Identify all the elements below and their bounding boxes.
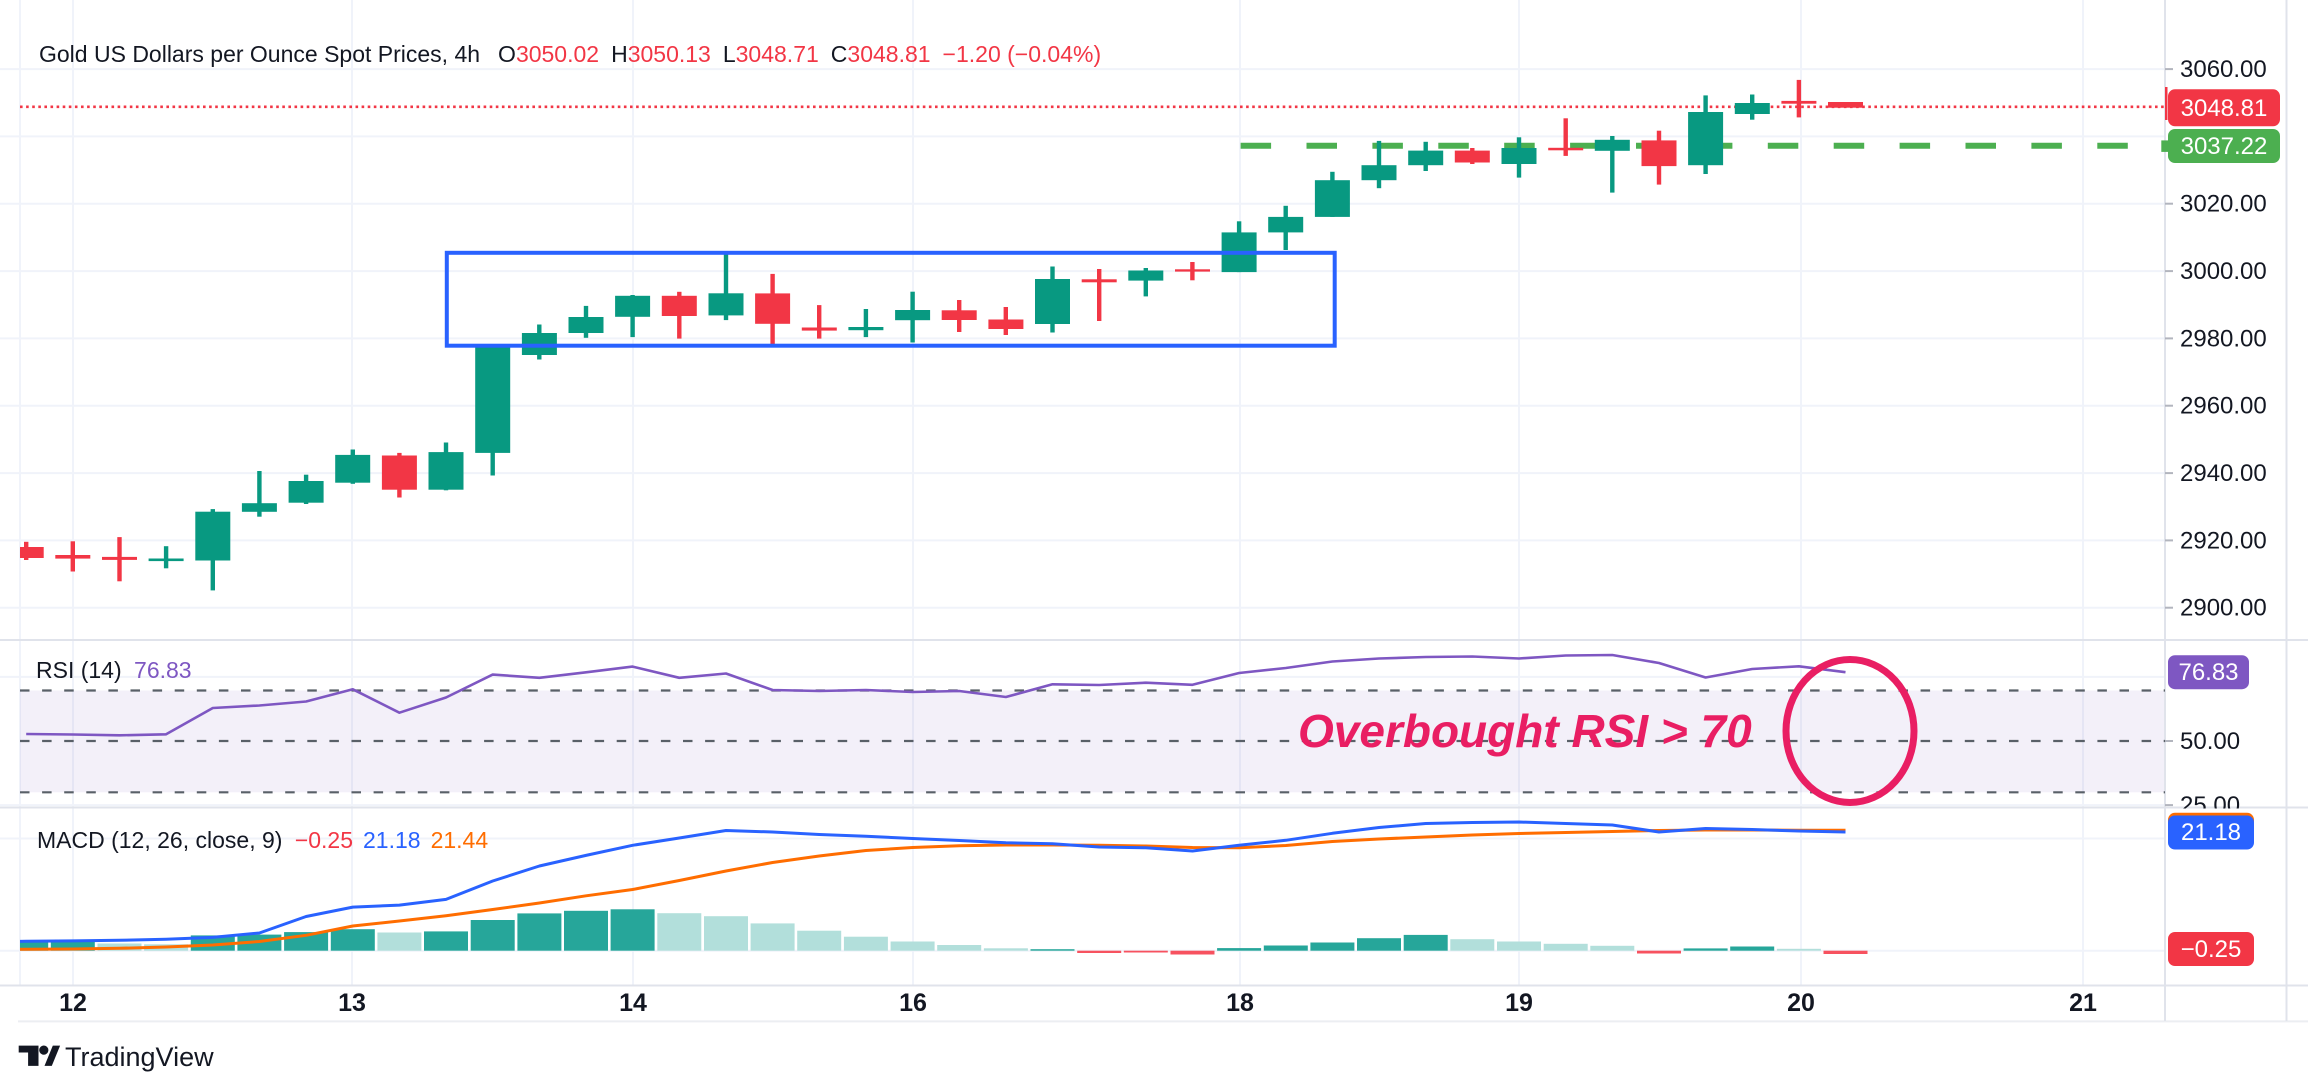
svg-text:Overbought RSI > 70: Overbought RSI > 70 [1298,705,1752,757]
svg-text:3060.00: 3060.00 [2180,56,2267,83]
svg-text:50.00: 50.00 [2180,728,2240,755]
svg-text:3020.00: 3020.00 [2180,191,2267,218]
svg-text:19: 19 [1505,989,1533,1017]
svg-text:3048.81: 3048.81 [2181,95,2268,122]
svg-text:2940.00: 2940.00 [2180,460,2267,487]
svg-text:RSI (14) 76.83: RSI (14) 76.83 [36,657,192,683]
svg-text:−0.25: −0.25 [2181,936,2242,963]
svg-text:2980.00: 2980.00 [2180,325,2267,352]
svg-text:3037.22: 3037.22 [2181,133,2268,160]
svg-text:21.18: 21.18 [2181,819,2241,846]
svg-text:21: 21 [2069,989,2097,1017]
svg-text:2920.00: 2920.00 [2180,527,2267,554]
svg-text:TradingView: TradingView [65,1042,214,1072]
svg-text:76.83: 76.83 [2178,659,2238,686]
svg-text:18: 18 [1226,989,1254,1017]
svg-text:MACD (12, 26, close, 9) −0.252: MACD (12, 26, close, 9) −0.25 21.18 21.44 [37,827,488,853]
svg-text:13: 13 [338,989,366,1017]
svg-text:16: 16 [899,989,927,1017]
svg-text:20: 20 [1787,989,1815,1017]
svg-text:2960.00: 2960.00 [2180,393,2267,420]
svg-text:25.00: 25.00 [2180,792,2240,819]
svg-text:3000.00: 3000.00 [2180,258,2267,285]
svg-text:12: 12 [59,989,87,1017]
svg-text:14: 14 [619,989,647,1017]
svg-text:2900.00: 2900.00 [2180,595,2267,622]
svg-text:Gold US Dollars per Ounce Spot: Gold US Dollars per Ounce Spot Prices, 4… [39,41,1101,67]
